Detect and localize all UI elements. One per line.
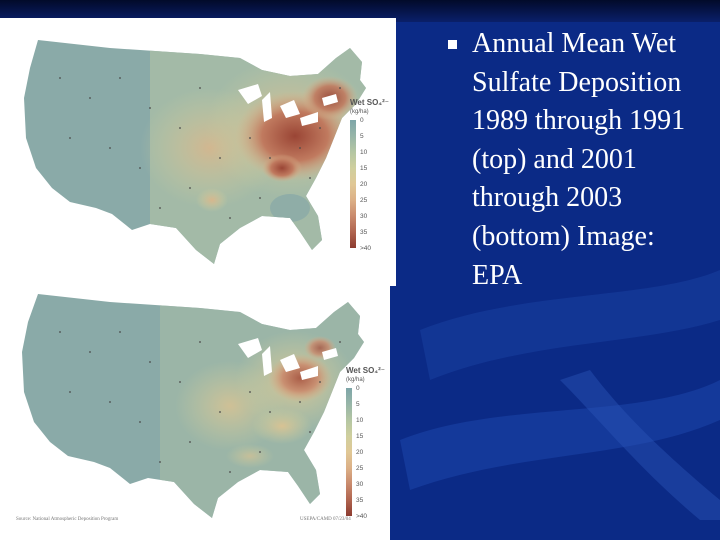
- legend-tick: 20: [360, 181, 368, 188]
- legend-tick: 5: [360, 133, 364, 140]
- legend-tick: 15: [360, 165, 368, 172]
- legend-tick: 25: [360, 197, 368, 204]
- agency-credit: USEPA/CAMD 07/23/04: [300, 517, 351, 522]
- title-band: [0, 0, 720, 22]
- slide-caption: Annual Mean Wet Sulfate Deposition 1989 …: [472, 28, 686, 291]
- legend-tick: 30: [360, 213, 368, 220]
- legend-color-bar: [350, 120, 356, 248]
- legend-tick: 0: [356, 385, 360, 392]
- legend-unit: (kg/ha): [350, 109, 369, 115]
- map-2001-2003: Wet SO₄²⁻ (kg/ha) 0 5 10 15 20 25 30 35 …: [0, 286, 390, 540]
- legend-title: Wet SO₄²⁻: [350, 98, 389, 107]
- source-credit: Source: National Atmospheric Deposition …: [16, 517, 119, 522]
- legend-tick: 10: [360, 149, 368, 156]
- legend-tick: >40: [360, 245, 372, 252]
- us-map-bottom: [22, 294, 364, 518]
- legend-tick: 35: [356, 497, 364, 504]
- legend-tick: 10: [356, 417, 364, 424]
- legend-tick: 30: [356, 481, 364, 488]
- legend-tick: 35: [360, 229, 368, 236]
- legend-title: Wet SO₄²⁻: [346, 366, 385, 375]
- legend-tick: >40: [356, 513, 368, 520]
- legend-color-bar: [346, 388, 352, 516]
- us-map-top: [24, 40, 366, 264]
- legend-tick: 20: [356, 449, 364, 456]
- legend-tick: 25: [356, 465, 364, 472]
- legend-unit: (kg/ha): [346, 377, 365, 383]
- legend-tick: 0: [360, 117, 364, 124]
- legend-tick: 15: [356, 433, 364, 440]
- map-1989-1991: Wet SO₄²⁻ (kg/ha) 0 5 10 15 20 25 30 35 …: [0, 18, 396, 286]
- bullet-marker: [448, 40, 457, 49]
- legend-tick: 5: [356, 401, 360, 408]
